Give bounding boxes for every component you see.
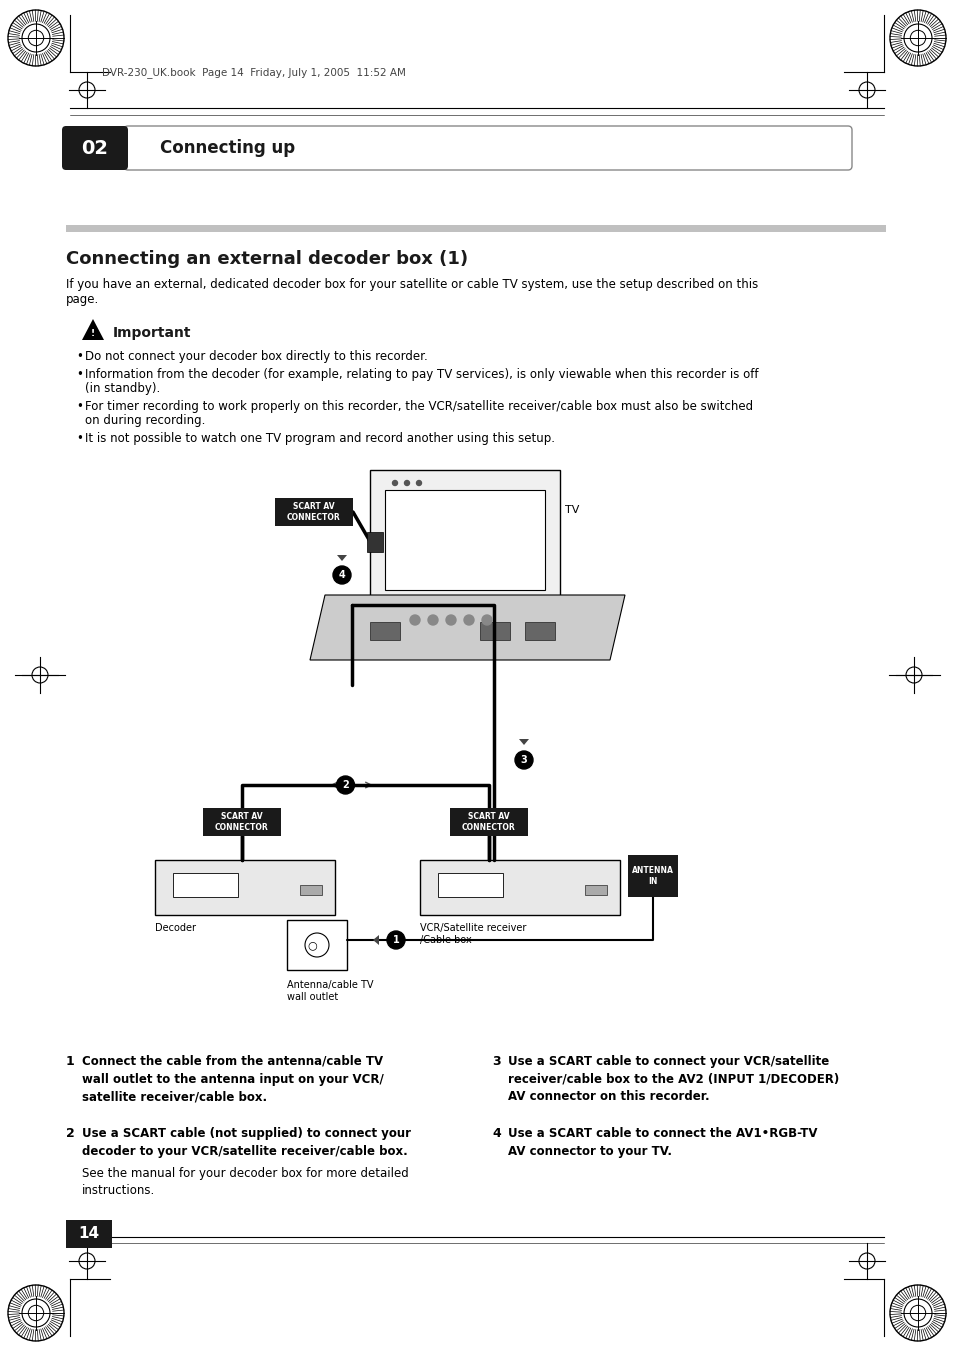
Text: It is not possible to watch one TV program and record another using this setup.: It is not possible to watch one TV progr… <box>85 432 555 444</box>
Text: Use a SCART cable to connect the AV1•RGB-TV
AV connector to your TV.: Use a SCART cable to connect the AV1•RGB… <box>507 1127 817 1158</box>
Text: 2: 2 <box>342 780 349 790</box>
Bar <box>627 855 678 897</box>
Bar <box>370 470 559 605</box>
Text: 14: 14 <box>78 1227 99 1242</box>
Circle shape <box>336 775 355 794</box>
Text: Connecting up: Connecting up <box>160 139 294 157</box>
Polygon shape <box>518 739 529 744</box>
Text: page.: page. <box>66 293 99 305</box>
Text: Information from the decoder (for example, relating to pay TV services), is only: Information from the decoder (for exampl… <box>85 367 758 381</box>
Text: Connect the cable from the antenna/cable TV
wall outlet to the antenna input on : Connect the cable from the antenna/cable… <box>82 1055 383 1102</box>
Circle shape <box>410 615 419 626</box>
Polygon shape <box>373 935 378 944</box>
Text: 4: 4 <box>338 570 345 580</box>
Text: DVR-230_UK.book  Page 14  Friday, July 1, 2005  11:52 AM: DVR-230_UK.book Page 14 Friday, July 1, … <box>102 68 405 78</box>
Circle shape <box>387 931 405 948</box>
Text: 4: 4 <box>492 1127 500 1140</box>
Bar <box>287 920 347 970</box>
Text: SCART AV
CONNECTOR: SCART AV CONNECTOR <box>461 812 516 832</box>
Text: SCART AV
CONNECTOR: SCART AV CONNECTOR <box>214 812 269 832</box>
Text: Antenna/cable TV
wall outlet: Antenna/cable TV wall outlet <box>287 979 374 1002</box>
Text: Connecting an external decoder box (1): Connecting an external decoder box (1) <box>66 250 468 267</box>
Circle shape <box>903 24 931 51</box>
Circle shape <box>903 1300 931 1327</box>
Circle shape <box>22 1300 50 1327</box>
Circle shape <box>481 615 492 626</box>
Bar <box>172 873 237 897</box>
Bar <box>274 499 353 526</box>
Text: 1: 1 <box>66 1055 74 1069</box>
Text: For timer recording to work properly on this recorder, the VCR/satellite receive: For timer recording to work properly on … <box>85 400 752 413</box>
Text: Use a SCART cable to connect your VCR/satellite
receiver/cable box to the AV2 (I: Use a SCART cable to connect your VCR/sa… <box>507 1055 839 1102</box>
Polygon shape <box>367 532 382 553</box>
Circle shape <box>392 481 397 485</box>
Circle shape <box>515 751 533 769</box>
Bar <box>66 1220 112 1248</box>
Text: 3: 3 <box>520 755 527 765</box>
Text: •: • <box>76 432 83 444</box>
FancyBboxPatch shape <box>62 126 128 170</box>
Text: 2: 2 <box>66 1127 74 1140</box>
Text: Do not connect your decoder box directly to this recorder.: Do not connect your decoder box directly… <box>85 350 427 363</box>
Text: •: • <box>76 367 83 381</box>
Text: TV: TV <box>564 505 578 515</box>
Text: 1: 1 <box>393 935 399 944</box>
Circle shape <box>446 615 456 626</box>
Bar <box>385 490 544 590</box>
Text: 3: 3 <box>492 1055 500 1069</box>
Bar <box>154 861 335 915</box>
Bar <box>479 621 510 640</box>
Bar <box>203 808 281 836</box>
Bar <box>450 808 527 836</box>
Text: Use a SCART cable (not supplied) to connect your
decoder to your VCR/satellite r: Use a SCART cable (not supplied) to conn… <box>82 1127 411 1158</box>
Text: •: • <box>76 400 83 413</box>
Text: VCR/Satellite receiver
/Cable box: VCR/Satellite receiver /Cable box <box>419 923 526 946</box>
Text: ANTENNA
IN: ANTENNA IN <box>632 866 673 886</box>
Bar <box>437 873 502 897</box>
Circle shape <box>22 24 50 51</box>
Polygon shape <box>82 319 104 340</box>
Text: •: • <box>76 350 83 363</box>
Circle shape <box>463 615 474 626</box>
Text: Important: Important <box>112 326 192 340</box>
Text: on during recording.: on during recording. <box>85 413 205 427</box>
Bar <box>66 226 885 232</box>
Bar <box>524 621 555 640</box>
Circle shape <box>404 481 409 485</box>
Text: En: En <box>83 1229 95 1240</box>
Polygon shape <box>310 594 624 661</box>
Text: SCART AV
CONNECTOR: SCART AV CONNECTOR <box>287 503 340 521</box>
Circle shape <box>428 615 437 626</box>
Bar <box>299 885 322 894</box>
Circle shape <box>305 934 329 957</box>
Bar <box>370 621 399 640</box>
Bar <box>419 861 619 915</box>
Circle shape <box>333 566 351 584</box>
Text: Decoder: Decoder <box>154 923 195 934</box>
Text: If you have an external, dedicated decoder box for your satellite or cable TV sy: If you have an external, dedicated decod… <box>66 278 758 290</box>
FancyBboxPatch shape <box>124 126 851 170</box>
Text: !: ! <box>91 330 95 339</box>
Text: ○: ○ <box>307 940 316 950</box>
Bar <box>584 885 606 894</box>
Polygon shape <box>336 555 347 561</box>
Text: See the manual for your decoder box for more detailed
instructions.: See the manual for your decoder box for … <box>82 1167 408 1197</box>
Text: 02: 02 <box>81 139 109 158</box>
Circle shape <box>416 481 421 485</box>
Text: (in standby).: (in standby). <box>85 382 160 394</box>
